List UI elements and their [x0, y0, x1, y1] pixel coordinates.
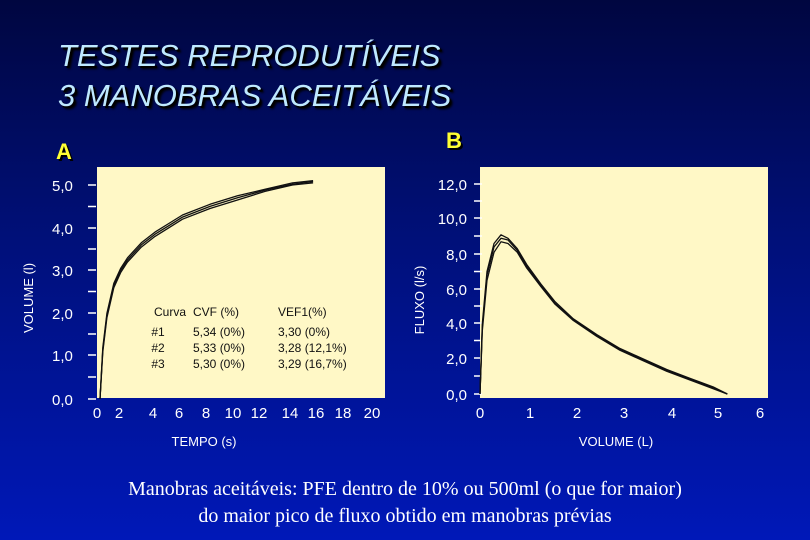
- x-tick-label-b: 5: [714, 405, 722, 422]
- x-tick-label-a: 18: [335, 405, 352, 422]
- page-title: TESTES REPRODUTÍVEIS 3 MANOBRAS ACEITÁVE…: [58, 36, 451, 116]
- y-tick-label-b: 10,0: [438, 211, 467, 228]
- x-tick-label-b: 0: [476, 405, 484, 422]
- table-header-1: Curva: [154, 305, 186, 319]
- table-cell: 5,34 (0%): [193, 325, 245, 339]
- footnote-line-1: Manobras aceitáveis: PFE dentro de 10% o…: [128, 478, 682, 500]
- table-cell: 3,29 (16,7%): [278, 357, 347, 371]
- panel-a-label: A: [56, 139, 72, 164]
- y-tick-label-b: 2,0: [446, 351, 467, 368]
- x-tick-label-b: 2: [573, 405, 581, 422]
- y-tick-label-a: 5,0: [52, 178, 73, 195]
- y-tick-label-b: 6,0: [446, 282, 467, 299]
- x-tick-label-a: 20: [364, 405, 381, 422]
- x-tick-label-a: 4: [149, 405, 157, 422]
- x-tick-label-a: 6: [175, 405, 183, 422]
- y-tick-label-b: 12,0: [438, 177, 467, 194]
- series-line-b-3: [479, 241, 728, 395]
- y-tick-label-b: 8,0: [446, 247, 467, 264]
- table-cell: 3,30 (0%): [278, 325, 330, 339]
- series-line-b-1: [479, 234, 728, 395]
- table-cell: #2: [151, 341, 165, 355]
- table-cell: 5,30 (0%): [193, 357, 245, 371]
- plot-area-b: [480, 167, 768, 398]
- table-cell: 3,28 (12,1%): [278, 341, 347, 355]
- x-tick-label-a: 14: [282, 405, 299, 422]
- x-tick-label-a: 12: [251, 405, 268, 422]
- x-axis-label-a: TEMPO (s): [172, 434, 237, 449]
- footnote-line-2: do maior pico de fluxo obtido em manobra…: [198, 505, 612, 527]
- y-tick-label-b: 0,0: [446, 387, 467, 404]
- x-tick-label-b: 4: [668, 405, 676, 422]
- footnote: Manobras aceitáveis: PFE dentro de 10% o…: [0, 476, 810, 530]
- table-cell: 5,33 (0%): [193, 341, 245, 355]
- x-tick-label-a: 8: [202, 405, 210, 422]
- x-tick-label-b: 1: [526, 405, 534, 422]
- y-tick-label-a: 2,0: [52, 306, 73, 323]
- y-tick-label-b: 4,0: [446, 316, 467, 333]
- x-tick-label-a: 10: [225, 405, 242, 422]
- panel-b-label: B: [446, 128, 462, 153]
- table-header-3: VEF1(%): [278, 305, 327, 319]
- y-tick-label-a: 3,0: [52, 263, 73, 280]
- plot-area-a: [97, 167, 385, 398]
- x-tick-label-a: 2: [115, 405, 123, 422]
- table-cell: #3: [151, 357, 165, 371]
- series-line-a-3: [99, 182, 314, 400]
- table-header-2: CVF (%): [193, 305, 239, 319]
- y-tick-label-a: 1,0: [52, 348, 73, 365]
- title-line-1: TESTES REPRODUTÍVEIS: [58, 38, 441, 73]
- x-tick-label-a: 16: [308, 405, 325, 422]
- x-tick-label-b: 3: [620, 405, 628, 422]
- y-tick-label-a: 4,0: [52, 221, 73, 238]
- y-tick-label-a: 0,0: [52, 392, 73, 409]
- x-axis-label-b: VOLUME (L): [579, 434, 653, 449]
- y-axis-label-b: FLUXO (l/s): [412, 266, 427, 335]
- y-axis-label-a: VOLUME (l): [21, 263, 36, 333]
- x-tick-label-a: 0: [93, 405, 101, 422]
- title-line-2: 3 MANOBRAS ACEITÁVEIS: [58, 78, 452, 113]
- table-cell: #1: [151, 325, 165, 339]
- x-tick-label-b: 6: [756, 405, 764, 422]
